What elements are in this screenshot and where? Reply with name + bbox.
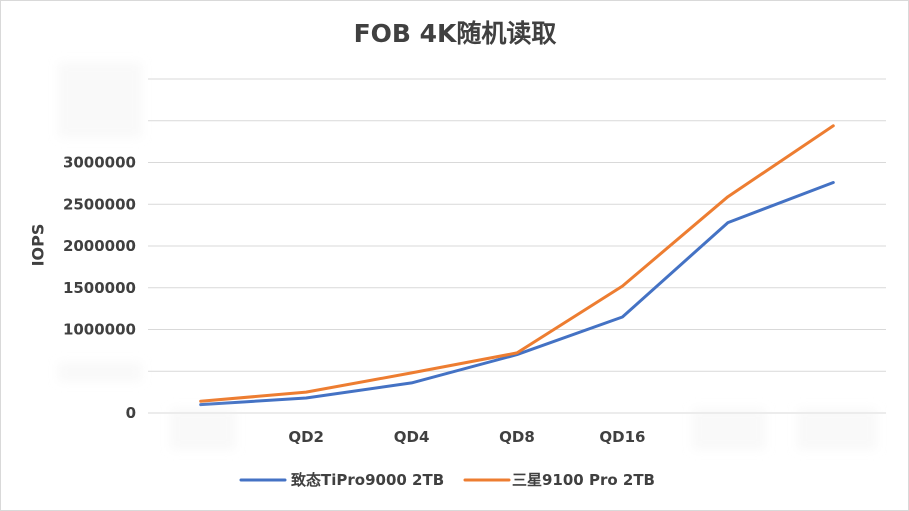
data-point-series-0 <box>725 220 731 226</box>
y-tick-label: 3000000 <box>63 154 136 172</box>
blurred-label <box>58 62 142 138</box>
chart-title: FOB 4K随机读取 <box>354 19 557 48</box>
data-point-series-0 <box>619 314 625 320</box>
y-tick-label: 0 <box>126 404 136 422</box>
data-point-series-0 <box>830 180 836 186</box>
x-tick-label: QD8 <box>499 428 535 446</box>
y-tick-label: 1000000 <box>63 321 136 339</box>
data-point-series-1 <box>725 194 731 200</box>
y-tick-label: 2500000 <box>63 195 136 213</box>
blurred-label <box>797 408 877 450</box>
y-tick-labels: 0 1000000 1500000 2000000 2500000 3000000 <box>63 154 136 423</box>
legend: 致态TiPro9000 2TB 三星9100 Pro 2TB <box>239 471 655 489</box>
x-tick-label: QD2 <box>288 428 324 446</box>
data-point-series-0 <box>409 380 415 386</box>
x-tick-label: QD4 <box>394 428 430 446</box>
x-tick-label: QD16 <box>599 428 645 446</box>
data-point-series-1 <box>830 123 836 129</box>
blurred-label <box>170 408 236 450</box>
y-tick-label: 1500000 <box>63 279 136 297</box>
y-tick-label: 2000000 <box>63 237 136 255</box>
data-point-series-1 <box>619 283 625 289</box>
data-point-series-1 <box>198 398 204 404</box>
series-line-0 <box>199 181 835 407</box>
x-tick-labels: QD2 QD4 QD8 QD16 <box>288 428 645 446</box>
blurred-label <box>692 408 766 450</box>
legend-label-series-0: 致态TiPro9000 2TB <box>291 471 444 489</box>
data-point-series-0 <box>303 395 309 401</box>
data-point-series-1 <box>514 350 520 356</box>
series-line-1 <box>199 124 835 403</box>
blurred-label <box>58 362 142 382</box>
data-point-series-1 <box>409 370 415 376</box>
y-axis-label: IOPS <box>29 224 48 267</box>
legend-label-series-1: 三星9100 Pro 2TB <box>512 471 655 489</box>
data-point-series-1 <box>303 389 309 395</box>
series-lines <box>198 123 836 407</box>
blurred-labels <box>58 62 877 450</box>
